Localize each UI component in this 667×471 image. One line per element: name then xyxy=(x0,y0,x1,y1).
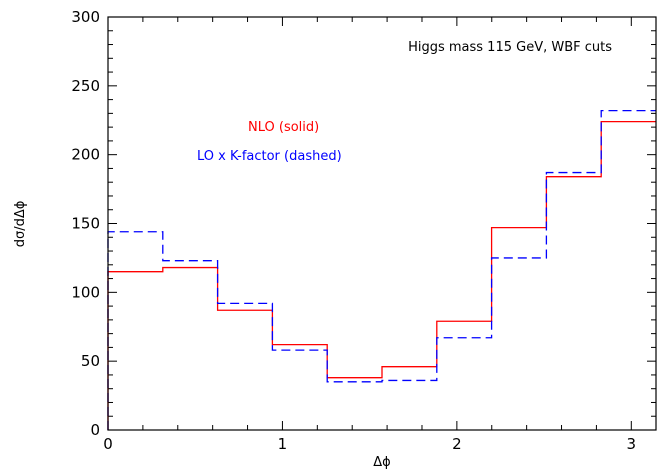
legend-lo: LO x K-factor (dashed) xyxy=(197,149,342,164)
y-tick-label: 300 xyxy=(71,8,100,26)
x-tick-label: 3 xyxy=(627,435,637,453)
series-lo-line xyxy=(107,109,656,430)
x-tick-label: 1 xyxy=(278,435,288,453)
y-tick-label: 150 xyxy=(71,215,100,233)
y-tick-label: 250 xyxy=(71,77,100,95)
y-tick-label: 200 xyxy=(71,146,100,164)
x-axis-label: Δϕ xyxy=(373,455,390,470)
plot-frame xyxy=(107,16,657,431)
y-axis-label: dσ/dΔϕ xyxy=(13,201,28,248)
legend-nlo: NLO (solid) xyxy=(248,120,319,135)
x-tick-label: 0 xyxy=(103,435,113,453)
tick-labels: 0 50 100 150 200 250 300 0 1 2 3 xyxy=(71,8,636,453)
chart-annotation: Higgs mass 115 GeV, WBF cuts xyxy=(408,40,612,55)
series-nlo-line xyxy=(107,120,656,430)
x-tick-label: 2 xyxy=(452,435,462,453)
y-tick-label: 100 xyxy=(71,283,100,301)
y-tick-label: 0 xyxy=(90,421,100,439)
y-tick-label: 50 xyxy=(81,352,100,370)
series-layer xyxy=(107,109,656,430)
